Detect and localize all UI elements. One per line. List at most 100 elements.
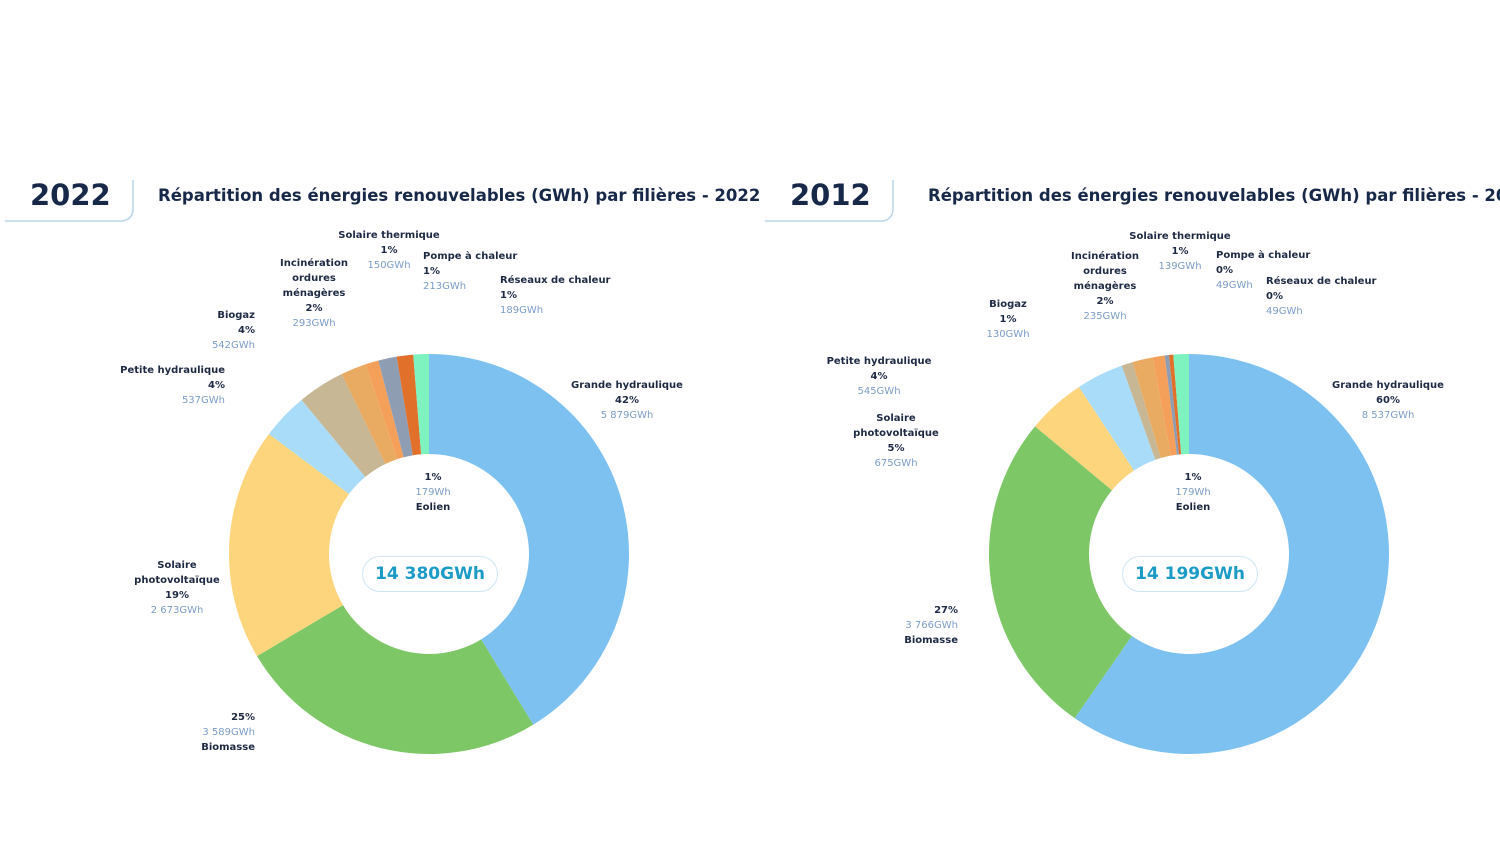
category-name: Biogaz xyxy=(217,310,255,321)
percent-label: 0% xyxy=(1266,291,1283,302)
slice-label: Solaire thermique 1% 139GWh xyxy=(1100,229,1260,274)
percent-label: 0% xyxy=(1216,265,1233,276)
value-label: 179Wh xyxy=(1175,487,1211,498)
slice-label: Réseaux de chaleur 1% 189GWh xyxy=(500,273,611,318)
percent-label: 42% xyxy=(615,395,639,406)
slice xyxy=(378,356,413,458)
category-name: Solaire photovoltaïque xyxy=(134,560,220,586)
slice xyxy=(429,354,629,725)
category-name: Incinération ordures ménagères xyxy=(280,258,348,299)
percent-label: 4% xyxy=(208,380,225,391)
category-name: Biogaz xyxy=(989,299,1027,310)
value-label: 3 589GWh xyxy=(202,727,255,738)
value-label: 545GWh xyxy=(857,386,901,397)
percent-label: 1% xyxy=(380,245,398,256)
value-label: 2 673GWh xyxy=(150,605,204,616)
value-label: 189GWh xyxy=(500,305,544,316)
slice-label: Solaire photovoltaïque 5% 675GWh xyxy=(851,411,941,471)
category-name: Grande hydraulique xyxy=(1332,380,1444,391)
slice-label: Grande hydraulique 60% 8 537GWh xyxy=(1308,378,1468,423)
category-name: Solaire photovoltaïque xyxy=(853,413,939,439)
percent-label: 1% xyxy=(999,314,1017,325)
category-name: Pompe à chaleur xyxy=(1216,250,1311,261)
year-label: 2022 xyxy=(30,178,111,212)
slice xyxy=(1074,354,1389,755)
percent-label: 1% xyxy=(1184,472,1202,483)
value-label: 49GWh xyxy=(1266,306,1303,317)
percent-label: 1% xyxy=(423,266,440,277)
slice-label: Pompe à chaleur 1% 213GWh xyxy=(423,249,517,294)
slice-label: Solaire thermique 1% 150GWh xyxy=(309,228,469,273)
slice xyxy=(365,360,404,460)
value-label: 150GWh xyxy=(367,260,411,271)
slice xyxy=(257,605,534,754)
percent-label: 1% xyxy=(424,472,442,483)
category-name: Biomasse xyxy=(201,742,255,753)
value-label: 5 879GWh xyxy=(600,410,654,421)
decor xyxy=(765,180,894,222)
slice xyxy=(989,426,1132,719)
value-label: 213GWh xyxy=(423,281,467,292)
center-total: 14 199GWh xyxy=(1122,556,1258,592)
category-name: Petite hydraulique xyxy=(120,365,225,376)
chart-title: Répartition des énergies renouvelables (… xyxy=(928,186,1500,205)
slice-label: Réseaux de chaleur 0% 49GWh xyxy=(1266,274,1377,319)
value-label: 3 766GWh xyxy=(905,620,958,631)
percent-label: 19% xyxy=(165,590,189,601)
slice-label: 27% 3 766GWh Biomasse xyxy=(904,603,958,648)
slice xyxy=(1078,365,1156,471)
slice xyxy=(413,354,429,455)
value-label: 130GWh xyxy=(986,329,1030,340)
slice xyxy=(1132,357,1171,459)
slice-label: Petite hydraulique 4% 537GWh xyxy=(120,363,225,408)
slice xyxy=(1034,386,1134,491)
slice xyxy=(1173,354,1189,455)
category-name: Grande hydraulique xyxy=(571,380,683,391)
value-label: 235GWh xyxy=(1083,311,1127,322)
slice xyxy=(396,354,422,456)
percent-label: 60% xyxy=(1376,395,1400,406)
percent-label: 1% xyxy=(1171,246,1189,257)
percent-label: 4% xyxy=(870,371,888,382)
slice-label: 1% 179Wh Eolien xyxy=(353,470,513,515)
slice xyxy=(1164,355,1180,455)
slice xyxy=(1121,362,1161,460)
slice-label: Incinération ordures ménagères 2% 235GWh xyxy=(1070,249,1140,324)
year-label: 2012 xyxy=(790,178,871,212)
slice-label: Petite hydraulique 4% 545GWh xyxy=(799,354,959,399)
value-label: 179Wh xyxy=(415,487,451,498)
slice-label: 1% 179Wh Eolien xyxy=(1113,470,1273,515)
percent-label: 5% xyxy=(887,443,905,454)
chart-title: Répartition des énergies renouvelables (… xyxy=(158,186,761,205)
slice-label: 25% 3 589GWh Biomasse xyxy=(201,710,255,755)
value-label: 49GWh xyxy=(1216,280,1253,291)
slice xyxy=(1152,355,1177,456)
percent-label: 27% xyxy=(934,605,958,616)
category-name: Eolien xyxy=(415,502,451,513)
percent-label: 4% xyxy=(238,325,255,336)
percent-label: 25% xyxy=(231,712,255,723)
category-name: Eolien xyxy=(1175,502,1211,513)
category-name: Solaire thermique xyxy=(1129,231,1231,242)
value-label: 8 537GWh xyxy=(1361,410,1415,421)
slice xyxy=(268,399,366,495)
category-name: Pompe à chaleur xyxy=(423,251,518,262)
slice xyxy=(301,374,386,477)
slice-label: Incinération ordures ménagères 2% 293GWh xyxy=(279,256,349,331)
value-label: 139GWh xyxy=(1158,261,1202,272)
slice xyxy=(341,364,398,465)
category-name: Biomasse xyxy=(904,635,958,646)
category-name: Réseaux de chaleur xyxy=(500,275,611,286)
value-label: 675GWh xyxy=(874,458,918,469)
slice-label: Biogaz 4% 542GWh xyxy=(212,308,255,353)
percent-label: 2% xyxy=(305,303,323,314)
slice-label: Biogaz 1% 130GWh xyxy=(928,297,1088,342)
category-name: Solaire thermique xyxy=(338,230,440,241)
center-total: 14 380GWh xyxy=(362,556,498,592)
slice-label: Grande hydraulique 42% 5 879GWh xyxy=(547,378,707,423)
percent-label: 2% xyxy=(1096,296,1114,307)
slice xyxy=(229,434,349,657)
category-name: Petite hydraulique xyxy=(826,356,932,367)
